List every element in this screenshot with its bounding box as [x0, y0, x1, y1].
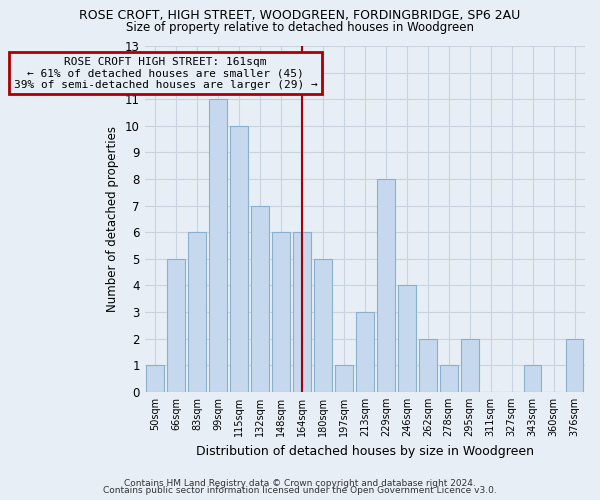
Bar [314, 259, 332, 392]
Bar [146, 366, 164, 392]
Text: Size of property relative to detached houses in Woodgreen: Size of property relative to detached ho… [126, 21, 474, 34]
Bar [335, 366, 353, 392]
Bar [524, 366, 541, 392]
Bar [461, 338, 479, 392]
Bar [440, 366, 458, 392]
Text: Contains public sector information licensed under the Open Government Licence v3: Contains public sector information licen… [103, 486, 497, 495]
Text: ROSE CROFT HIGH STREET: 161sqm
← 61% of detached houses are smaller (45)
39% of : ROSE CROFT HIGH STREET: 161sqm ← 61% of … [14, 56, 317, 90]
Bar [251, 206, 269, 392]
Bar [293, 232, 311, 392]
Bar [272, 232, 290, 392]
Bar [398, 286, 416, 392]
Text: Contains HM Land Registry data © Crown copyright and database right 2024.: Contains HM Land Registry data © Crown c… [124, 478, 476, 488]
Bar [209, 99, 227, 392]
Bar [230, 126, 248, 392]
Bar [167, 259, 185, 392]
Bar [356, 312, 374, 392]
X-axis label: Distribution of detached houses by size in Woodgreen: Distribution of detached houses by size … [196, 444, 534, 458]
Bar [377, 179, 395, 392]
Text: ROSE CROFT, HIGH STREET, WOODGREEN, FORDINGBRIDGE, SP6 2AU: ROSE CROFT, HIGH STREET, WOODGREEN, FORD… [79, 9, 521, 22]
Y-axis label: Number of detached properties: Number of detached properties [106, 126, 119, 312]
Bar [419, 338, 437, 392]
Bar [188, 232, 206, 392]
Bar [566, 338, 583, 392]
